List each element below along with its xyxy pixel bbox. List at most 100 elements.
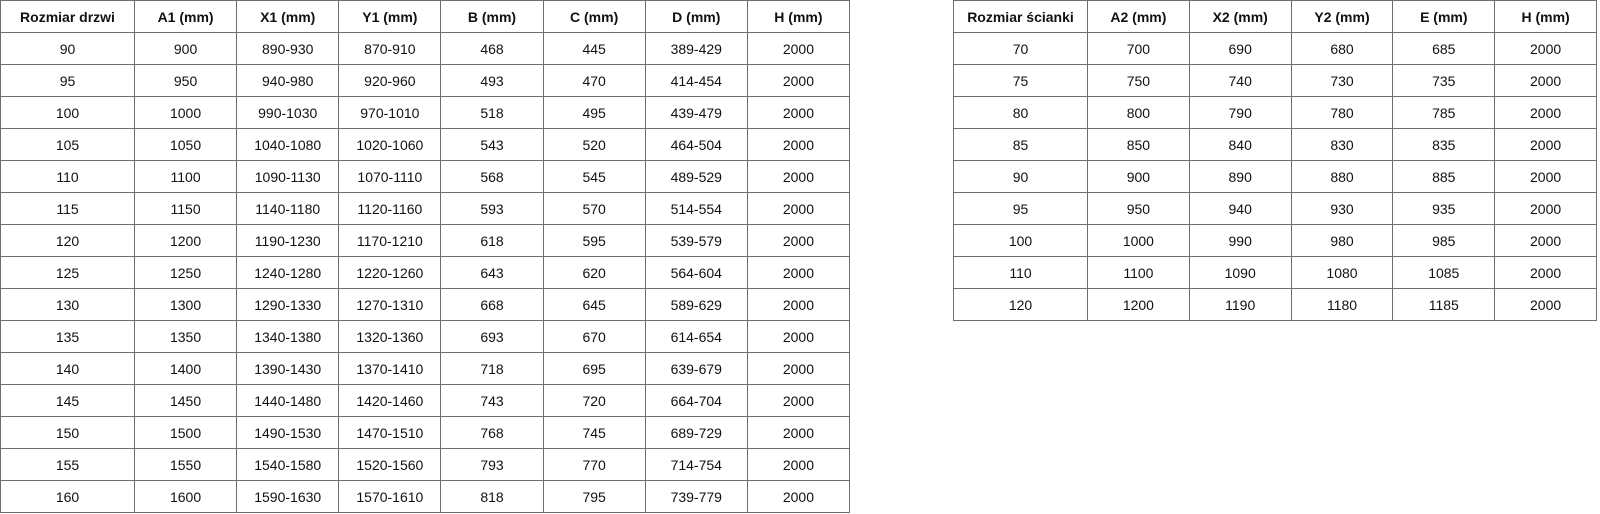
table-cell: 685 xyxy=(1392,32,1496,65)
table-cell: 1590-1630 xyxy=(236,480,340,513)
table-cell: 105 xyxy=(0,128,135,161)
table-cell: 1370-1410 xyxy=(338,352,442,385)
table-cell: 564-604 xyxy=(644,256,748,289)
table-cell: 664-704 xyxy=(644,384,748,417)
table-cell: 2000 xyxy=(746,128,851,161)
table-cell: 695 xyxy=(542,352,646,385)
table-row: 120 1200 1190-1230 1170-1210 618 595 539-579 20… xyxy=(0,224,851,257)
table-cell: 720 xyxy=(542,384,646,417)
table-cell: 690 xyxy=(1188,32,1292,65)
table-cell: 120 xyxy=(953,288,1088,321)
table-cell: 1270-1310 xyxy=(338,288,442,321)
table-cell: 545 xyxy=(542,160,646,193)
table-cell: 468 xyxy=(440,32,544,65)
table-cell: 95 xyxy=(953,192,1088,225)
table-cell: 1400 xyxy=(133,352,238,385)
table-cell: 1190 xyxy=(1188,288,1292,321)
table-cell: 568 xyxy=(440,160,544,193)
table-cell: 1100 xyxy=(133,160,238,193)
table-cell: 589-629 xyxy=(644,288,748,321)
table-cell: 700 xyxy=(1087,32,1190,65)
column-header: Y1 (mm) xyxy=(338,0,442,33)
table-row: 160 1600 1590-1630 1570-1610 818 795 739-779 20… xyxy=(0,480,851,513)
table-cell: 1520-1560 xyxy=(338,448,442,481)
table-cell: 950 xyxy=(133,64,238,97)
table-cell: 2000 xyxy=(1494,160,1597,193)
column-header: H (mm) xyxy=(1494,0,1597,33)
table-cell: 768 xyxy=(440,416,544,449)
table-row: 130 1300 1290-1330 1270-1310 668 645 589-629 20… xyxy=(0,288,851,321)
table-cell: 2000 xyxy=(746,352,851,385)
table-cell: 740 xyxy=(1188,64,1292,97)
table-cell: 1040-1080 xyxy=(236,128,340,161)
table-cell: 160 xyxy=(0,480,135,513)
table-row: 125 1250 1240-1280 1220-1260 643 620 564-604 20… xyxy=(0,256,851,289)
table-cell: 990 xyxy=(1188,224,1292,257)
table-cell: 1490-1530 xyxy=(236,416,340,449)
table-cell: 743 xyxy=(440,384,544,417)
table-cell: 1240-1280 xyxy=(236,256,340,289)
table-cell: 980 xyxy=(1290,224,1394,257)
table-cell: 620 xyxy=(542,256,646,289)
table-cell: 70 xyxy=(953,32,1088,65)
table-row: 110 1100 1090 1080 1085 2000 xyxy=(953,256,1597,289)
table-cell: 570 xyxy=(542,192,646,225)
table-cell: 595 xyxy=(542,224,646,257)
table-cell: 414-454 xyxy=(644,64,748,97)
table-cell: 2000 xyxy=(1494,288,1597,321)
table-cell: 1220-1260 xyxy=(338,256,442,289)
column-header: Rozmiar drzwi xyxy=(0,0,135,33)
table-cell: 670 xyxy=(542,320,646,353)
table-cell: 920-960 xyxy=(338,64,442,97)
table-cell: 2000 xyxy=(1494,96,1597,129)
table-cell: 100 xyxy=(0,96,135,129)
table-cell: 489-529 xyxy=(644,160,748,193)
table-row: 110 1100 1090-1130 1070-1110 568 545 489-529 20… xyxy=(0,160,851,193)
table-cell: 1390-1430 xyxy=(236,352,340,385)
table-cell: 870-910 xyxy=(338,32,442,65)
wall-size-table: Rozmiar ścianki A2 (mm) X2 (mm) Y2 (mm) E (m… xyxy=(953,0,1597,321)
table-row: 80 800 790 780 785 2000 xyxy=(953,96,1597,129)
table-row: 85 850 840 830 835 2000 xyxy=(953,128,1597,161)
table-cell: 539-579 xyxy=(644,224,748,257)
table-cell: 2000 xyxy=(1494,192,1597,225)
table-cell: 2000 xyxy=(746,256,851,289)
table-cell: 1090 xyxy=(1188,256,1292,289)
table-cell: 1300 xyxy=(133,288,238,321)
table-cell: 745 xyxy=(542,416,646,449)
table-cell: 1320-1360 xyxy=(338,320,442,353)
table-cell: 880 xyxy=(1290,160,1394,193)
table-cell: 445 xyxy=(542,32,646,65)
table-cell: 2000 xyxy=(746,416,851,449)
table-cell: 155 xyxy=(0,448,135,481)
table-cell: 1150 xyxy=(133,192,238,225)
table-cell: 1085 xyxy=(1392,256,1496,289)
column-header: C (mm) xyxy=(542,0,646,33)
table-cell: 645 xyxy=(542,288,646,321)
table-cell: 793 xyxy=(440,448,544,481)
table-row: 100 1000 990 980 985 2000 xyxy=(953,224,1597,257)
table-cell: 90 xyxy=(0,32,135,65)
table-cell: 1470-1510 xyxy=(338,416,442,449)
table-cell: 1170-1210 xyxy=(338,224,442,257)
table-cell: 593 xyxy=(440,192,544,225)
column-header: A2 (mm) xyxy=(1087,0,1190,33)
table-cell: 850 xyxy=(1087,128,1190,161)
table-cell: 389-429 xyxy=(644,32,748,65)
table-cell: 1420-1460 xyxy=(338,384,442,417)
table-cell: 1250 xyxy=(133,256,238,289)
table-cell: 930 xyxy=(1290,192,1394,225)
table-cell: 130 xyxy=(0,288,135,321)
table-cell: 1100 xyxy=(1087,256,1190,289)
table-cell: 135 xyxy=(0,320,135,353)
table-cell: 145 xyxy=(0,384,135,417)
table-cell: 730 xyxy=(1290,64,1394,97)
table-cell: 110 xyxy=(953,256,1088,289)
table-cell: 75 xyxy=(953,64,1088,97)
column-header: A1 (mm) xyxy=(133,0,238,33)
table-cell: 780 xyxy=(1290,96,1394,129)
column-header: H (mm) xyxy=(746,0,851,33)
table-cell: 890-930 xyxy=(236,32,340,65)
table-cell: 2000 xyxy=(746,480,851,513)
table-cell: 750 xyxy=(1087,64,1190,97)
